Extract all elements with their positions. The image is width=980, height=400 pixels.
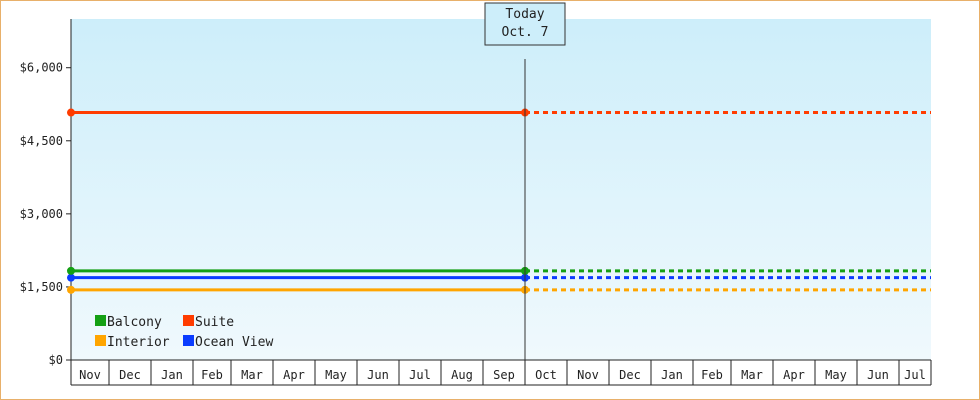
legend-swatch-interior [95,335,106,346]
series-point-start-balcony [67,266,75,275]
x-tick-label: Jun [867,368,889,382]
series-point-start-ocean-view [67,273,75,282]
legend-label-interior: Interior [107,335,170,350]
x-tick-label: May [825,368,847,382]
x-tick-label: Jan [161,368,183,382]
x-tick-label: Dec [119,368,141,382]
x-tick-label: Dec [619,368,641,382]
today-label: Today [505,7,544,22]
y-tick-label: $1,500 [20,280,63,294]
series-point-start-suite [67,108,75,117]
x-tick-label: Nov [577,368,599,382]
x-tick-label: Apr [783,368,805,382]
x-tick-label: Mar [741,368,763,382]
x-tick-label: Jul [904,368,926,382]
x-tick-label: Aug [451,368,473,382]
legend-label-suite: Suite [195,315,234,330]
x-tick-label: Mar [241,368,263,382]
legend-swatch-suite [183,315,194,326]
x-tick-label: Oct [535,368,557,382]
x-tick-label: Jun [367,368,389,382]
series-point-start-interior [67,285,75,294]
legend-label-ocean-view: Ocean View [195,335,273,350]
legend-label-balcony: Balcony [107,315,162,330]
legend-swatch-ocean-view [183,335,194,346]
x-tick-label: Jul [409,368,431,382]
y-tick-label: $4,500 [20,134,63,148]
x-tick-label: Sep [493,368,515,382]
y-tick-label: $6,000 [20,61,63,75]
y-tick-label: $0 [49,353,63,367]
plot-area [71,19,931,360]
today-date: Oct. 7 [502,25,549,40]
legend-swatch-balcony [95,315,106,326]
x-tick-label: Apr [283,368,305,382]
y-tick-label: $3,000 [20,207,63,221]
x-tick-label: May [325,368,347,382]
x-tick-label: Nov [79,368,101,382]
x-tick-label: Feb [701,368,723,382]
x-tick-label: Feb [201,368,223,382]
x-tick-label: Jan [661,368,683,382]
today-label-box [484,2,566,46]
